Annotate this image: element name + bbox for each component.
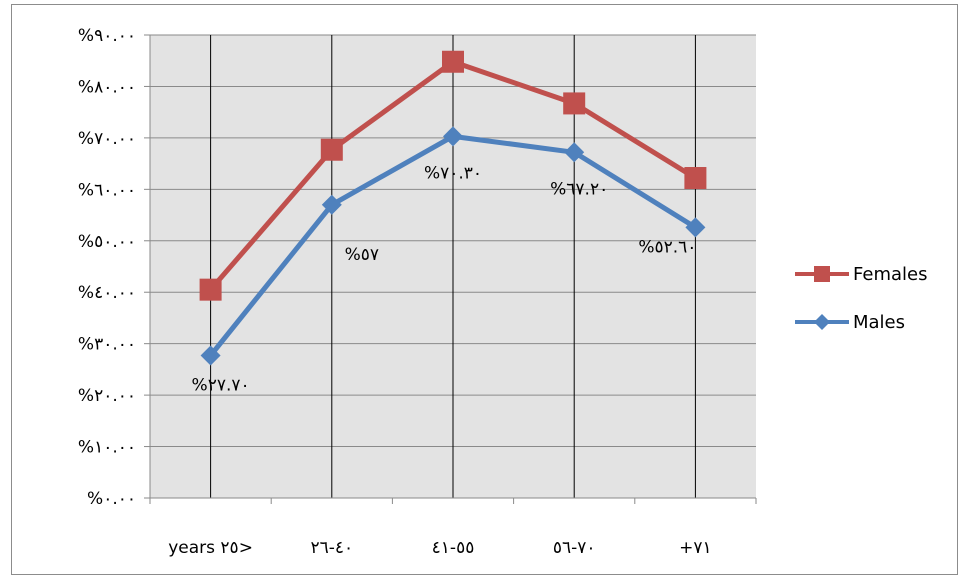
marker-males <box>321 194 342 215</box>
x-tick-label: ٤٠-٢٦ <box>310 538 353 558</box>
legend-marker-males <box>814 314 830 330</box>
y-tick-label: %٠.٠٠ <box>87 489 136 509</box>
y-tick-label: %٨٠.٠٠ <box>78 77 136 97</box>
marker-females <box>684 167 707 190</box>
y-tick-label: %١٠.٠٠ <box>78 438 136 458</box>
y-tick-label: %٩٠.٠٠ <box>78 26 136 46</box>
legend-marker-females <box>814 266 830 282</box>
y-tick-label: %٥٠.٠٠ <box>78 232 136 252</box>
legend-label-males: Males <box>853 312 905 333</box>
y-tick-label: %٣٠.٠٠ <box>78 335 136 355</box>
x-tick-label: ٥٥-٤١ <box>432 538 475 558</box>
data-label: %٥٧ <box>345 245 379 265</box>
marker-females <box>199 278 222 301</box>
legend-label-females: Females <box>853 264 927 285</box>
data-label: %٧٠.٣٠ <box>424 163 482 183</box>
marker-females <box>320 138 343 161</box>
marker-males <box>685 217 706 238</box>
x-tick-label: +٧١ <box>679 538 712 558</box>
data-label: %٥٢.٦٠ <box>638 237 696 257</box>
marker-males <box>443 126 463 147</box>
y-tick-label: %٦٠.٠٠ <box>78 180 136 200</box>
x-tick-label: ٧٠-٥٦ <box>553 538 596 558</box>
marker-females <box>442 50 464 73</box>
data-label: %٦٧.٢٠ <box>550 179 608 199</box>
marker-females <box>563 92 586 115</box>
x-tick-label: years ٢٥> <box>168 538 253 558</box>
marker-males <box>200 345 221 366</box>
y-tick-label: %٧٠.٠٠ <box>78 129 136 149</box>
data-label: %٢٧.٧٠ <box>192 375 250 395</box>
y-tick-label: %٤٠.٠٠ <box>78 283 136 303</box>
marker-males <box>564 142 585 163</box>
y-tick-label: %٢٠.٠٠ <box>78 386 136 406</box>
